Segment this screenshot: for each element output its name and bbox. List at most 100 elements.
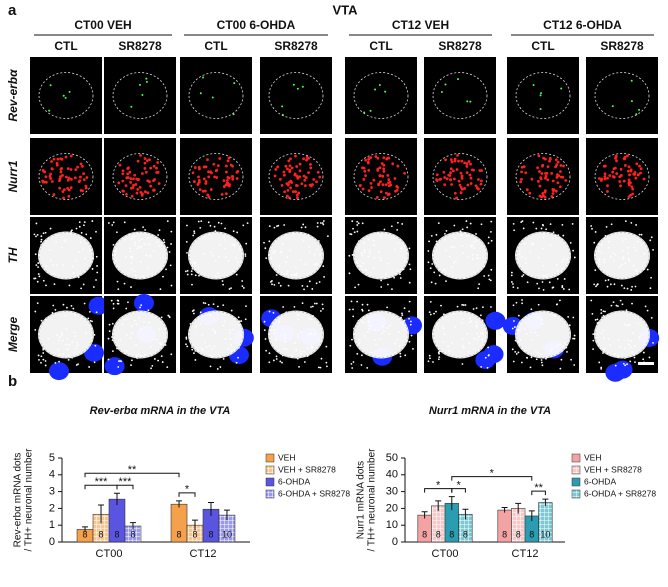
nucleus <box>483 345 504 364</box>
speckle <box>207 221 210 224</box>
speckle <box>323 276 326 278</box>
signal-dot <box>300 182 304 186</box>
speckle <box>62 303 65 306</box>
speckle <box>561 267 564 270</box>
nucleus <box>612 360 633 379</box>
speckle <box>144 354 146 356</box>
panel-label: a <box>8 2 17 19</box>
signal-dot <box>78 175 82 179</box>
speckle <box>190 270 193 273</box>
signal-dot <box>60 157 64 161</box>
speckle <box>145 254 148 257</box>
speckle <box>396 339 399 341</box>
signal-dot <box>50 167 54 171</box>
speckle <box>273 283 276 286</box>
speckle <box>475 321 478 324</box>
signal-dot <box>396 185 400 189</box>
image-tile <box>345 57 417 134</box>
speckle <box>454 325 457 328</box>
signal-dot <box>384 183 388 187</box>
speckle <box>111 336 113 338</box>
signal-dot <box>543 195 547 199</box>
signal-dot <box>48 109 51 112</box>
speckle <box>244 255 247 257</box>
signal-dot <box>149 166 153 170</box>
significance-label: *** <box>95 476 109 488</box>
speckle <box>64 314 67 317</box>
cell-body <box>353 310 409 359</box>
speckle <box>190 273 193 276</box>
speckle <box>400 247 403 250</box>
speckle <box>145 233 148 236</box>
speckle <box>518 321 521 324</box>
speckle <box>348 308 351 311</box>
speckle <box>134 274 137 277</box>
signal-dot <box>298 169 302 173</box>
speckle <box>282 273 285 275</box>
speckle <box>285 261 287 263</box>
signal-dot <box>455 196 458 200</box>
signal-dot <box>84 186 88 190</box>
speckle <box>284 336 287 339</box>
signal-dot <box>276 165 280 169</box>
speckle <box>594 318 597 321</box>
speckle <box>315 262 318 265</box>
signal-dot <box>287 159 291 163</box>
speckle <box>157 234 160 236</box>
speckle <box>522 227 525 230</box>
speckle <box>91 339 94 342</box>
speckle <box>361 309 364 312</box>
speckle <box>148 321 150 324</box>
n-label: 10 <box>540 529 550 539</box>
signal-dot <box>307 171 310 175</box>
speckle <box>375 343 377 346</box>
signal-dot <box>550 195 554 198</box>
speckle <box>349 233 352 235</box>
speckle <box>112 307 115 310</box>
signal-dot <box>58 186 62 190</box>
speckle <box>366 303 369 306</box>
nucleus <box>104 357 125 376</box>
image-tile <box>507 57 579 134</box>
signal-dot <box>551 179 555 183</box>
speckle <box>568 324 571 327</box>
signal-dot <box>602 164 606 168</box>
speckle <box>429 357 431 360</box>
speckle <box>521 361 523 364</box>
speckle <box>490 220 493 223</box>
speckle <box>468 321 471 324</box>
speckle <box>33 277 36 280</box>
speckle <box>293 273 296 276</box>
speckle <box>638 336 641 339</box>
error-bar <box>113 492 120 506</box>
speckle <box>224 256 227 259</box>
speckle <box>322 220 325 222</box>
speckle <box>633 356 636 359</box>
signal-dot <box>449 167 453 171</box>
cell-body <box>432 310 488 359</box>
signal-dot <box>193 166 197 169</box>
signal-dot <box>233 82 236 85</box>
signal-dot <box>374 88 377 91</box>
speckle <box>219 366 222 368</box>
signal-dot <box>543 190 547 194</box>
signal-dot <box>64 96 67 99</box>
error-bar <box>448 496 455 511</box>
speckle <box>591 227 593 230</box>
signal-dot <box>627 182 631 185</box>
signal-dot <box>284 164 288 168</box>
speckle <box>438 274 441 277</box>
speckle <box>486 366 489 369</box>
image-tile <box>260 57 332 134</box>
speckle <box>535 350 537 353</box>
speckle <box>363 335 366 337</box>
panel-title: VTA <box>332 2 358 17</box>
signal-dot <box>226 176 230 179</box>
speckle <box>121 323 124 326</box>
speckle <box>69 232 72 235</box>
speckle <box>357 222 360 225</box>
signal-dot <box>309 163 312 166</box>
signal-dot <box>296 87 299 90</box>
speckle <box>435 310 437 313</box>
speckle <box>630 221 633 224</box>
